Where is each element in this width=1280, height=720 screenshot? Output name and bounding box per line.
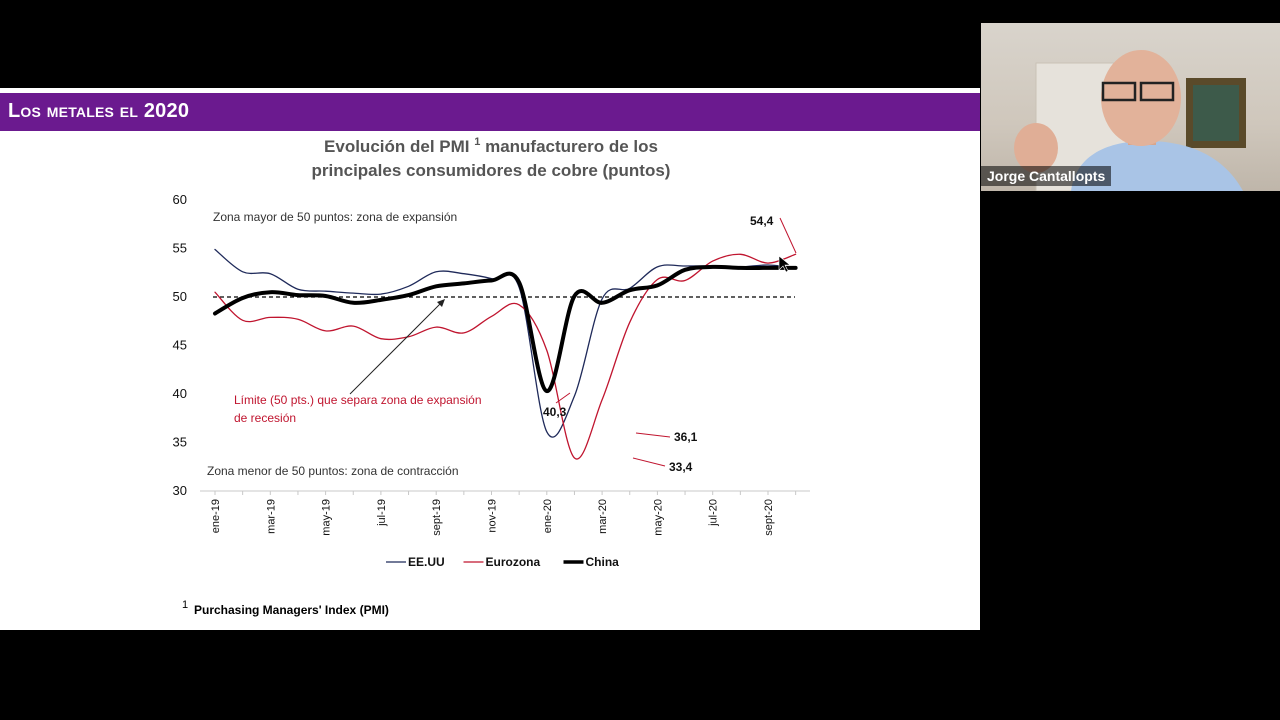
euro-last-label: 54,4: [750, 214, 774, 228]
x-tick-label: sept-20: [763, 499, 775, 536]
limit-label-line2: de recesión: [234, 411, 296, 425]
china-min-pointer: [555, 392, 571, 404]
glasses-right: [1139, 81, 1175, 102]
series-layer: [213, 248, 798, 460]
x-tick-label: may-19: [321, 499, 333, 536]
series-line-china: [213, 264, 798, 394]
euro-min-label: 33,4: [669, 460, 693, 474]
x-tick-label: may-20: [652, 499, 664, 536]
slide-top-border: [0, 88, 980, 91]
limit-arrowhead: [437, 299, 445, 307]
chart-title-line2: principales consumidores de cobre (punto…: [312, 161, 671, 180]
y-tick-label: 60: [173, 192, 187, 207]
x-tick-label: ene-19: [210, 499, 222, 533]
legend-label-ee-uu: EE.UU: [408, 555, 445, 569]
us-min-pointer: [635, 432, 671, 438]
picture-canvas: [1193, 85, 1239, 141]
person-body: [1071, 141, 1243, 191]
x-tick-label: mar-20: [597, 499, 609, 534]
zone-top-label: Zona mayor de 50 puntos: zona de expansi…: [213, 210, 457, 224]
legend-label-eurozona: Eurozona: [486, 555, 541, 569]
limit-label-line1: Límite (50 pts.) que separa zona de expa…: [234, 393, 482, 407]
euro-min-pointer: [632, 457, 666, 467]
mouse-cursor: [778, 255, 791, 273]
chart-legend: EE.UU Eurozona China: [386, 555, 619, 569]
footnote-marker: 1: [182, 599, 189, 611]
person-hand: [1014, 123, 1058, 173]
chart-title-sup: 1: [474, 136, 480, 148]
presentation-slide: Los metales el 2020 Evolución del PMI 1 …: [0, 88, 980, 630]
y-tick-label: 30: [173, 483, 187, 498]
y-tick-label: 55: [173, 241, 187, 256]
slide-header-bar: Los metales el 2020: [0, 93, 980, 131]
glasses-left: [1101, 81, 1137, 102]
chart-title-rest: manufacturero de los: [485, 137, 658, 156]
china-min-label: 40,3: [543, 405, 567, 419]
y-tick-label: 50: [173, 289, 187, 304]
x-tick-label: ene-20: [542, 499, 554, 533]
participant-name-label: Jorge Cantallopts: [981, 166, 1112, 186]
limit-arrow: [349, 300, 444, 395]
pmi-chart: Evolución del PMI 1 manufacturero de los…: [173, 130, 810, 569]
footnote-text: Purchasing Managers' Index (PMI): [194, 603, 389, 617]
y-tick-label: 45: [173, 338, 187, 353]
x-tick-label: nov-19: [487, 499, 499, 533]
series-line-ee-uu: [214, 248, 797, 438]
zone-bottom-label: Zona menor de 50 puntos: zona de contrac…: [207, 464, 459, 478]
y-axis: 30 35 40 45 50 55 60: [173, 192, 187, 498]
y-tick-label: 35: [173, 435, 187, 450]
chart-title-line1: Evolución del PMI 1 manufacturero de los: [324, 130, 658, 156]
x-tick-label: jul-19: [376, 499, 388, 527]
x-tick-label: jul-20: [708, 499, 720, 527]
us-min-label: 36,1: [674, 430, 698, 444]
x-tick-label: sept-19: [431, 499, 443, 536]
y-tick-label: 40: [173, 386, 187, 401]
legend-label-china: China: [586, 555, 620, 569]
series-line-eurozona: [214, 253, 797, 460]
slide-title: Los metales el 2020: [8, 100, 190, 122]
chart-title-main: Evolución del PMI: [324, 137, 469, 156]
x-tick-label: mar-19: [265, 499, 277, 534]
x-axis: ene-19 mar-19 may-19 jul-19 sept-19 nov-19 ene…: [200, 490, 810, 536]
euro-last-pointer: [779, 217, 797, 254]
